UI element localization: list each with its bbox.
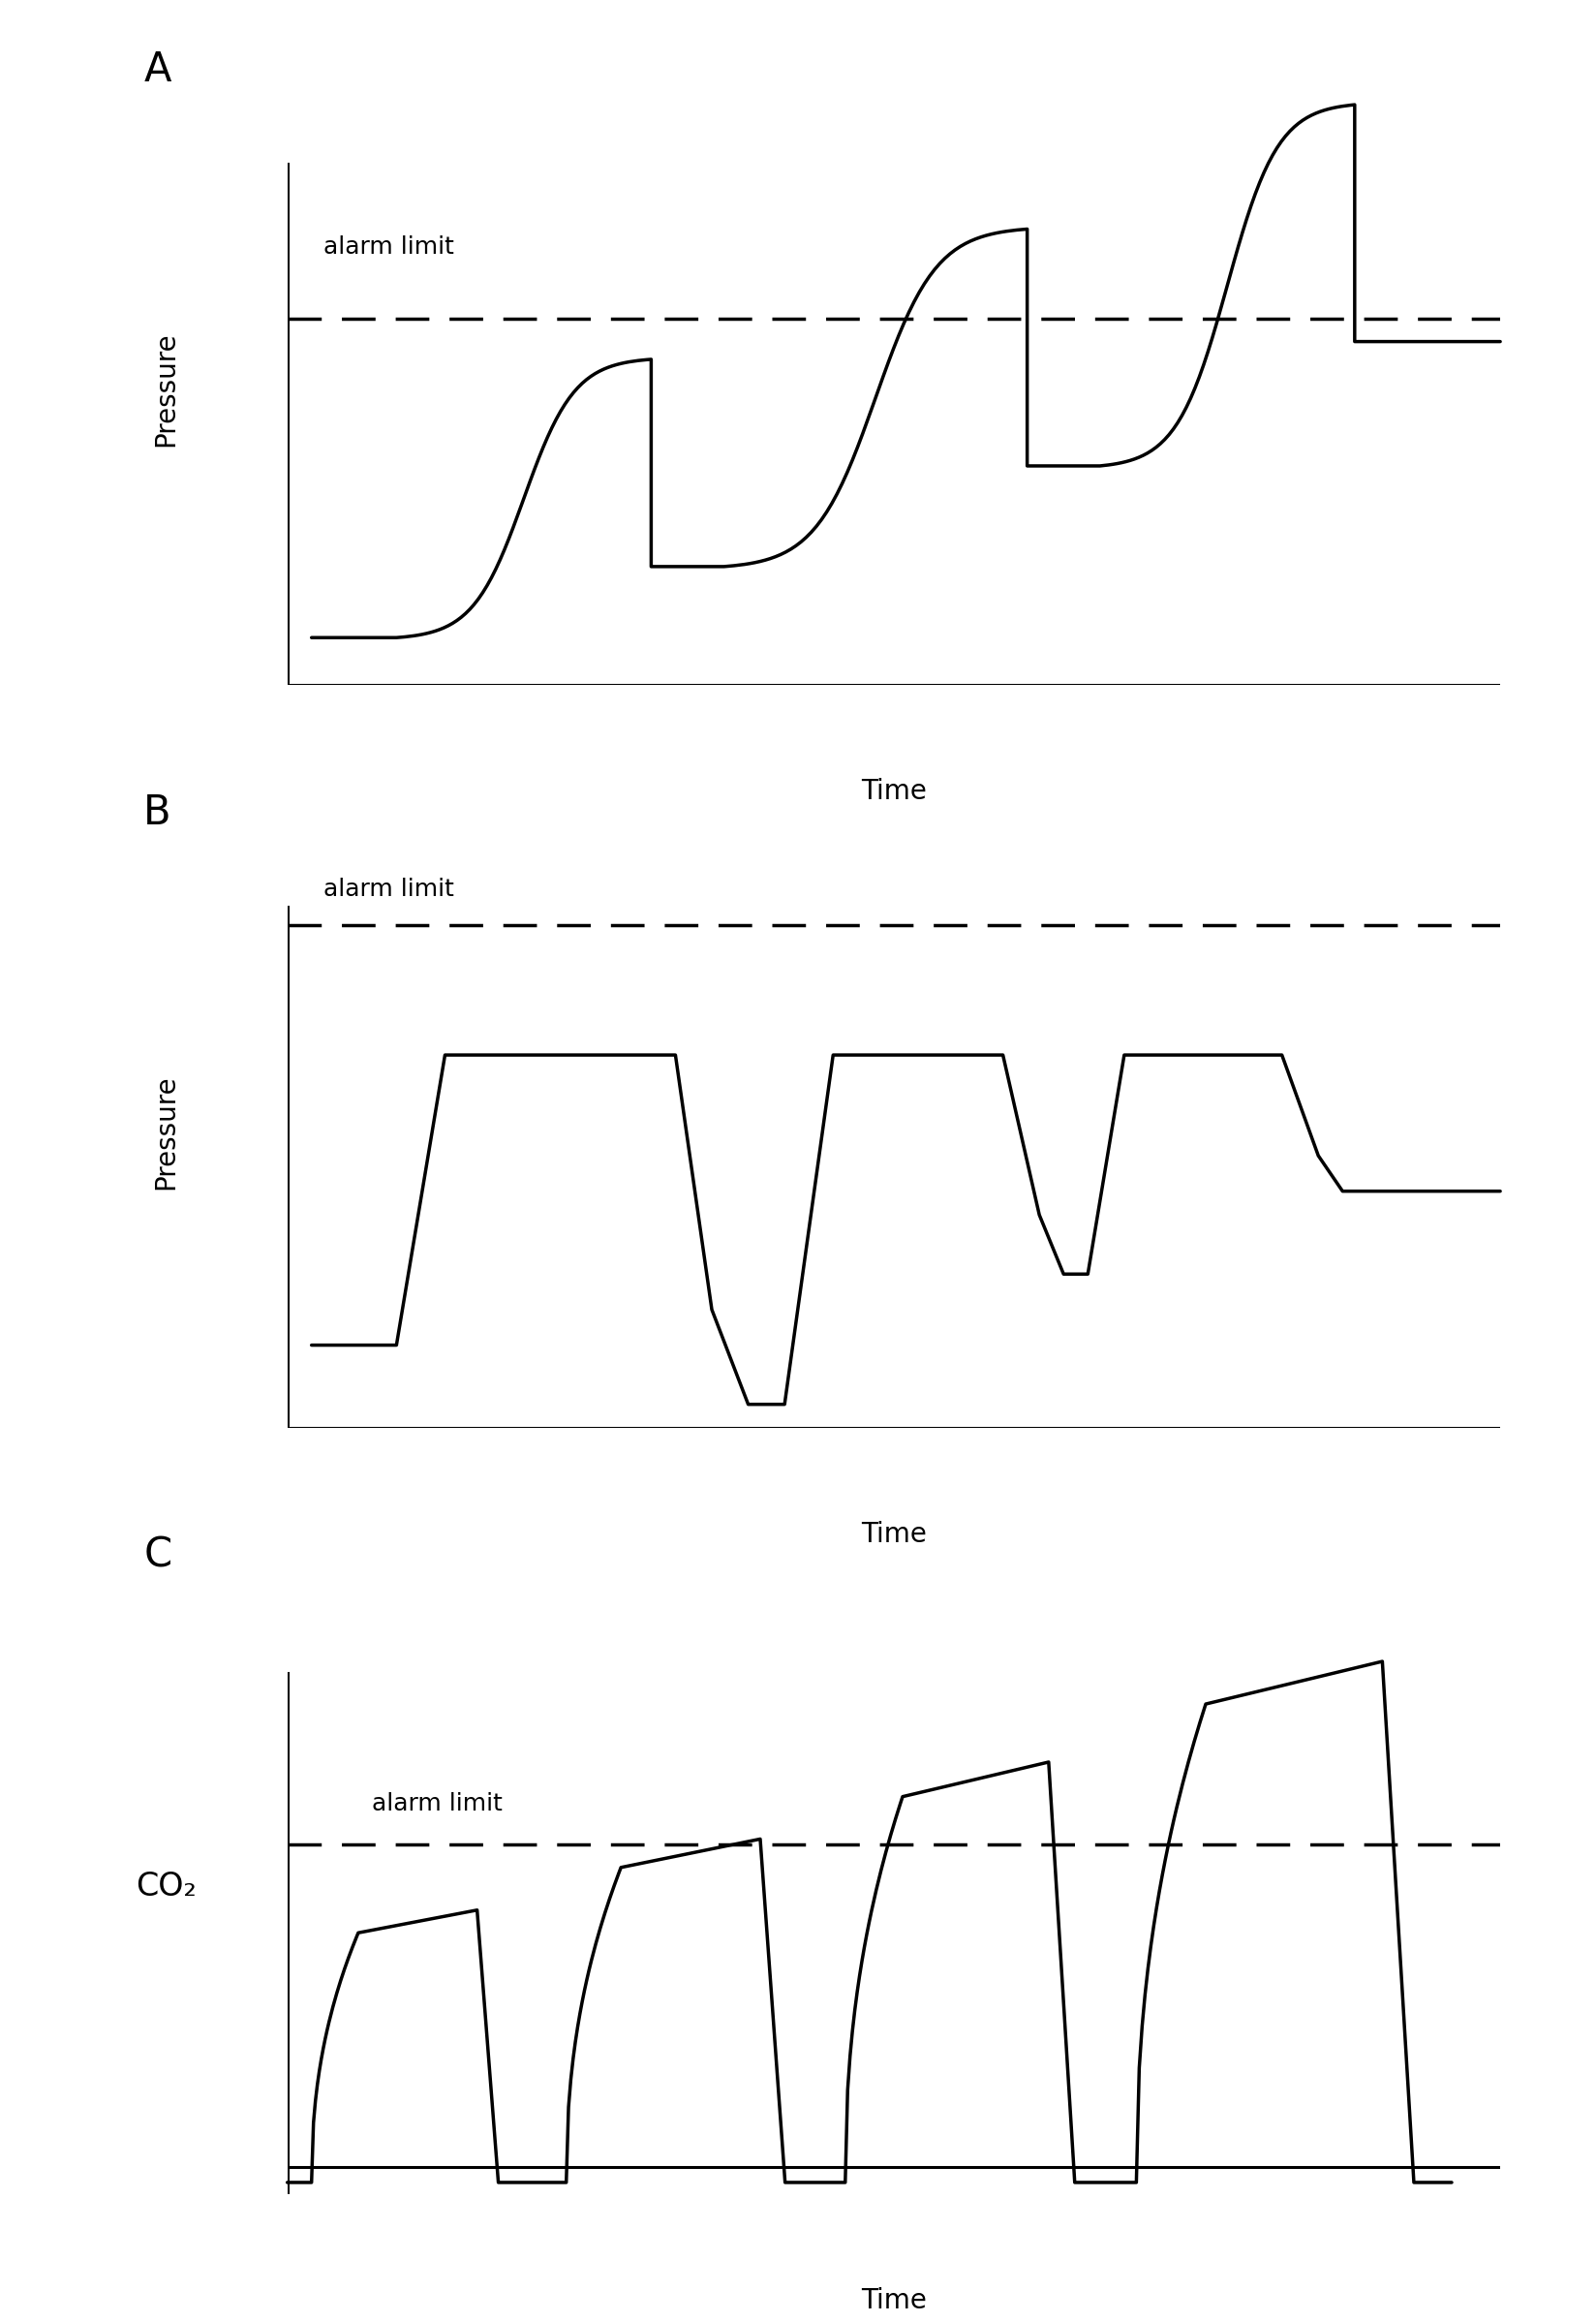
Text: C: C — [144, 1535, 172, 1577]
Text: Time: Time — [860, 778, 927, 806]
Text: A: A — [144, 49, 171, 91]
Text: alarm limit: alarm limit — [324, 878, 455, 901]
Text: alarm limit: alarm limit — [324, 235, 455, 258]
Text: alarm limit: alarm limit — [372, 1793, 503, 1816]
Text: Time: Time — [860, 1521, 927, 1549]
Text: Pressure: Pressure — [153, 332, 179, 446]
Text: Time: Time — [860, 2287, 927, 2315]
Text: Pressure: Pressure — [153, 1075, 179, 1189]
Text: B: B — [144, 792, 171, 834]
Text: CO₂: CO₂ — [136, 1872, 196, 1902]
